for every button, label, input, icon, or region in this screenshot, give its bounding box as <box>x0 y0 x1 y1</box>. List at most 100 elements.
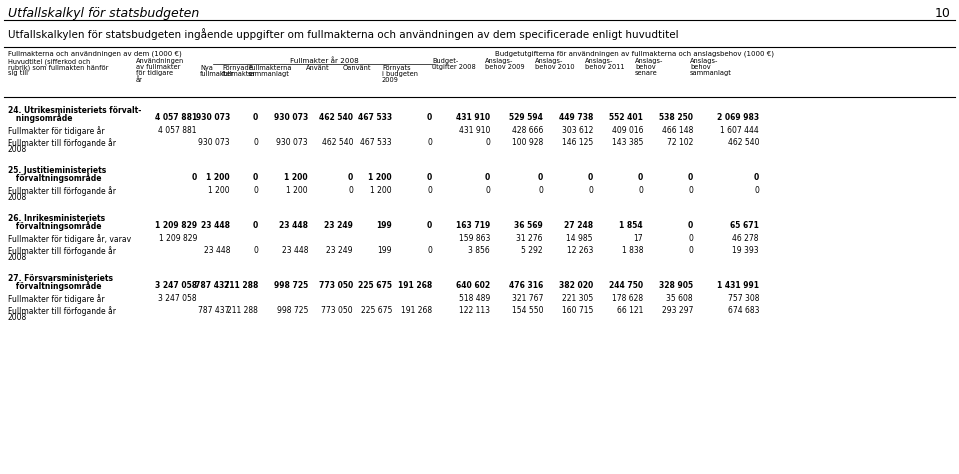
Text: 221 305: 221 305 <box>562 294 593 303</box>
Text: Fullmakter till förfogande år: Fullmakter till förfogande år <box>8 186 116 196</box>
Text: 518 489: 518 489 <box>458 294 490 303</box>
Text: 930 073: 930 073 <box>273 113 308 122</box>
Text: 787 437: 787 437 <box>199 306 230 315</box>
Text: 0: 0 <box>253 138 258 147</box>
Text: 640 602: 640 602 <box>456 281 490 290</box>
Text: 12 263: 12 263 <box>567 246 593 255</box>
Text: 225 675: 225 675 <box>358 281 392 290</box>
Text: behov: behov <box>690 64 711 70</box>
Text: 409 016: 409 016 <box>612 126 643 135</box>
Text: för tidigare: för tidigare <box>136 70 174 76</box>
Text: 146 125: 146 125 <box>562 138 593 147</box>
Text: 0: 0 <box>253 173 258 182</box>
Text: 160 715: 160 715 <box>562 306 593 315</box>
Text: Förnyade: Förnyade <box>222 65 253 71</box>
Text: 199: 199 <box>376 221 392 230</box>
Text: 0: 0 <box>484 173 490 182</box>
Text: 1 200: 1 200 <box>368 173 392 182</box>
Text: Fullmakterna och användningen av dem (1000 €): Fullmakterna och användningen av dem (10… <box>8 50 182 56</box>
Text: Fullmakter till förfogande år: Fullmakter till förfogande år <box>8 306 116 316</box>
Text: 0: 0 <box>754 186 759 195</box>
Text: 0: 0 <box>485 138 490 147</box>
Text: 449 738: 449 738 <box>559 113 593 122</box>
Text: ningsområde: ningsområde <box>8 113 73 123</box>
Text: 211 288: 211 288 <box>227 306 258 315</box>
Text: 36 569: 36 569 <box>514 221 543 230</box>
Text: Budgetutgifterna för användningen av fullmakterna och anslagsbehov (1000 €): Budgetutgifterna för användningen av ful… <box>495 50 774 56</box>
Text: 0: 0 <box>588 186 593 195</box>
Text: Fullmakterna: Fullmakterna <box>248 65 292 71</box>
Text: 930 073: 930 073 <box>199 138 230 147</box>
Text: 191 268: 191 268 <box>401 306 432 315</box>
Text: Fullmakter år 2008: Fullmakter år 2008 <box>290 57 359 64</box>
Text: 529 594: 529 594 <box>509 113 543 122</box>
Text: 0: 0 <box>348 173 353 182</box>
Text: senare: senare <box>635 70 658 76</box>
Text: 303 612: 303 612 <box>562 126 593 135</box>
Text: 100 928: 100 928 <box>512 138 543 147</box>
Text: 0: 0 <box>688 221 693 230</box>
Text: Anslags-: Anslags- <box>635 58 664 64</box>
Text: Användningen: Användningen <box>136 58 184 64</box>
Text: 1 209 829: 1 209 829 <box>158 234 197 243</box>
Text: Anslags-: Anslags- <box>690 58 718 64</box>
Text: i budgeten: i budgeten <box>382 71 418 77</box>
Text: Fullmakter till förfogande år: Fullmakter till förfogande år <box>8 138 116 148</box>
Text: 27 248: 27 248 <box>564 221 593 230</box>
Text: 27. Försvarsministeriets: 27. Försvarsministeriets <box>8 274 113 283</box>
Text: Förnyats: Förnyats <box>382 65 410 71</box>
Text: 191 268: 191 268 <box>398 281 432 290</box>
Text: Budget-: Budget- <box>432 58 458 64</box>
Text: 552 401: 552 401 <box>609 113 643 122</box>
Text: 1 838: 1 838 <box>621 246 643 255</box>
Text: 0: 0 <box>689 246 693 255</box>
Text: 0: 0 <box>538 186 543 195</box>
Text: 462 540: 462 540 <box>321 138 353 147</box>
Text: 476 316: 476 316 <box>509 281 543 290</box>
Text: 4 057 881: 4 057 881 <box>154 113 197 122</box>
Text: 930 073: 930 073 <box>196 113 230 122</box>
Text: 10: 10 <box>935 7 951 20</box>
Text: av fullmakter: av fullmakter <box>136 64 180 70</box>
Text: 23 249: 23 249 <box>326 246 353 255</box>
Text: 154 550: 154 550 <box>511 306 543 315</box>
Text: 5 292: 5 292 <box>522 246 543 255</box>
Text: 244 750: 244 750 <box>609 281 643 290</box>
Text: 2008: 2008 <box>8 313 27 322</box>
Text: 25. Justitieministeriets: 25. Justitieministeriets <box>8 166 106 175</box>
Text: 19 393: 19 393 <box>733 246 759 255</box>
Text: 466 148: 466 148 <box>662 126 693 135</box>
Text: 773 050: 773 050 <box>321 306 353 315</box>
Text: 0: 0 <box>689 186 693 195</box>
Text: 787 437: 787 437 <box>196 281 230 290</box>
Text: 3 247 058: 3 247 058 <box>158 294 197 303</box>
Text: sammanlagt: sammanlagt <box>248 71 290 77</box>
Text: 1 607 444: 1 607 444 <box>720 126 759 135</box>
Text: Fullmakter för tidigare år: Fullmakter för tidigare år <box>8 126 105 136</box>
Text: 159 863: 159 863 <box>458 234 490 243</box>
Text: 1 854: 1 854 <box>620 221 643 230</box>
Text: 0: 0 <box>485 186 490 195</box>
Text: Fullmakter för tidigare år, varav: Fullmakter för tidigare år, varav <box>8 234 131 244</box>
Text: fullmakter: fullmakter <box>222 71 256 77</box>
Text: 72 102: 72 102 <box>667 138 693 147</box>
Text: 998 725: 998 725 <box>273 281 308 290</box>
Text: Oanvänt: Oanvänt <box>343 65 371 71</box>
Text: sig till: sig till <box>8 70 28 76</box>
Text: 24. Utrikesministeriets förvalt-: 24. Utrikesministeriets förvalt- <box>8 106 141 115</box>
Text: behov: behov <box>635 64 656 70</box>
Text: 0: 0 <box>348 186 353 195</box>
Text: 462 540: 462 540 <box>319 113 353 122</box>
Text: 163 719: 163 719 <box>456 221 490 230</box>
Text: 2008: 2008 <box>8 193 27 202</box>
Text: 2008: 2008 <box>8 145 27 154</box>
Text: 178 628: 178 628 <box>612 294 643 303</box>
Text: 467 533: 467 533 <box>361 138 392 147</box>
Text: 321 767: 321 767 <box>511 294 543 303</box>
Text: 2009: 2009 <box>382 77 399 83</box>
Text: 773 050: 773 050 <box>318 281 353 290</box>
Text: 211 288: 211 288 <box>223 281 258 290</box>
Text: 467 533: 467 533 <box>358 113 392 122</box>
Text: Anslags-: Anslags- <box>485 58 513 64</box>
Text: 0: 0 <box>638 186 643 195</box>
